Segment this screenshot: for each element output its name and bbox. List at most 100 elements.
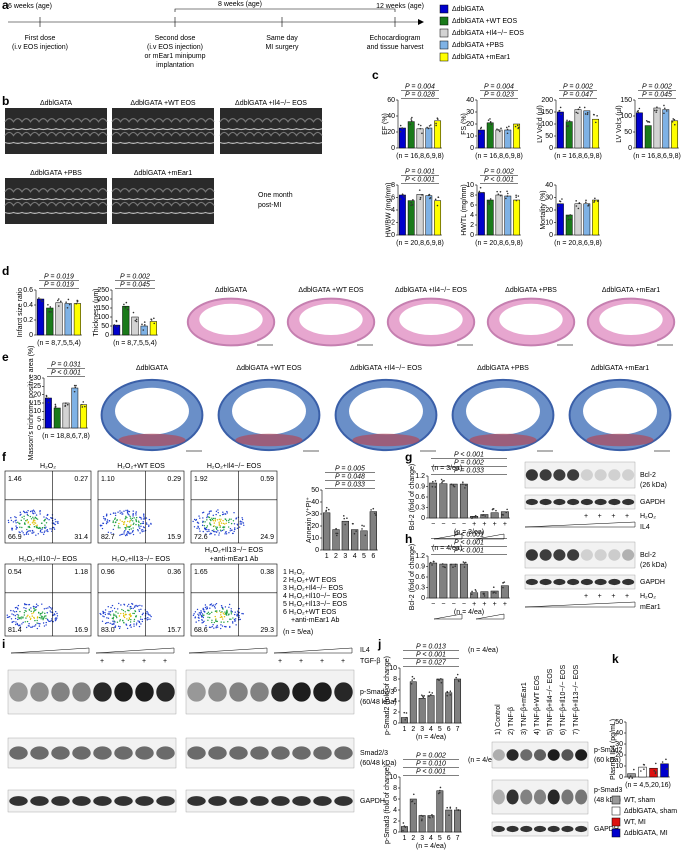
bar: [513, 199, 521, 236]
label: (48 kDa): [594, 797, 621, 804]
flow-event: [217, 509, 219, 511]
flow-event: [206, 607, 209, 609]
label: H₂O₂: [640, 513, 656, 520]
flow-event: [224, 606, 227, 608]
flow-event: [118, 615, 121, 617]
flow-event: [124, 611, 126, 613]
dot: [502, 514, 505, 516]
flow-event: [48, 620, 50, 623]
flow-event: [222, 522, 225, 525]
blot-band: [208, 746, 227, 760]
dot: [506, 190, 508, 193]
flow-event: [143, 513, 145, 515]
dot: [455, 676, 458, 679]
flow-event: [130, 607, 133, 610]
dot: [431, 813, 433, 816]
label: 16.9: [74, 627, 88, 634]
dot: [444, 566, 446, 569]
flow-event: [219, 529, 222, 531]
flow-event: [223, 621, 225, 623]
bar: [583, 110, 591, 149]
flow-event: [41, 527, 44, 529]
flow-event: [106, 519, 109, 521]
label: +: [598, 593, 602, 600]
dot: [481, 514, 483, 516]
x-tick-label: +: [472, 601, 476, 608]
x-tick-label: 3: [420, 726, 424, 733]
flow-event: [25, 607, 27, 610]
y-tick-label: 0.3: [415, 504, 425, 511]
dot: [654, 762, 657, 765]
x-tick-label: −: [431, 601, 435, 608]
flow-event: [200, 614, 203, 617]
flow-event: [224, 531, 227, 533]
flow-event: [197, 522, 200, 524]
flow-event: [32, 512, 34, 514]
y-tick-label: 0: [315, 547, 319, 554]
label: Smad2/3: [360, 750, 388, 757]
bar: [407, 121, 415, 149]
label: ΔdblGATA +Il4−/− EOS: [235, 100, 307, 107]
flow-event: [44, 530, 46, 532]
flow-event: [128, 510, 131, 513]
flow-event: [238, 526, 241, 528]
flow-event: [198, 619, 200, 622]
bar: [459, 563, 468, 599]
blot: [7, 789, 177, 813]
p-value: P = 0.048: [335, 473, 365, 480]
flow-event: [141, 529, 144, 531]
flow-event: [208, 512, 210, 515]
bar: [53, 407, 61, 429]
blot-band: [506, 749, 519, 761]
echo-image: [112, 178, 214, 224]
dot: [446, 690, 449, 693]
flow-event: [53, 527, 55, 529]
flow-event: [49, 610, 51, 612]
flow-event: [145, 522, 148, 524]
x-tick-label: 2: [411, 835, 415, 842]
flow-event: [46, 612, 48, 614]
flow-event: [215, 513, 217, 516]
dot: [453, 485, 456, 488]
flow-event: [236, 527, 239, 530]
label: +: [320, 658, 324, 665]
y-tick-label: 4: [391, 207, 395, 214]
label: One month: [258, 192, 293, 199]
flow-event: [222, 519, 224, 522]
flow-event: [32, 516, 34, 518]
flow-event: [238, 607, 240, 610]
flow-event: [45, 617, 47, 620]
flow-event: [218, 523, 220, 525]
flow-event: [216, 519, 219, 521]
n-label: (n = 4/ea): [432, 545, 462, 552]
echo-wave: [111, 188, 215, 193]
flow-event: [227, 614, 230, 616]
bar: [80, 404, 88, 429]
echo-wave: [4, 188, 108, 193]
p-value: P = 0.004: [405, 83, 435, 90]
flow-event: [41, 528, 43, 530]
flow-event: [146, 619, 148, 621]
dot: [399, 198, 402, 200]
flow-event: [39, 529, 42, 532]
bar: [638, 766, 647, 778]
flow-event: [207, 619, 209, 622]
flow-event: [202, 621, 204, 623]
flow-event: [220, 522, 223, 524]
flow-event: [201, 512, 204, 514]
label: 6) TNF-β+Il10−/− EOS: [560, 664, 567, 735]
dot: [422, 696, 425, 699]
dot: [577, 108, 580, 111]
n-label: (n = 3/ea): [454, 529, 484, 536]
lumen: [499, 303, 563, 335]
flow-event: [222, 511, 224, 513]
flow-event: [120, 533, 122, 536]
label: Bcl-2: [640, 472, 656, 479]
bar: [425, 195, 433, 236]
flow-event: [28, 608, 30, 611]
flow-event: [44, 527, 46, 530]
n-label: (n = 4,5,20,16): [625, 782, 671, 789]
dot: [586, 111, 589, 114]
label: 83.0: [101, 627, 115, 634]
dot: [633, 768, 635, 771]
